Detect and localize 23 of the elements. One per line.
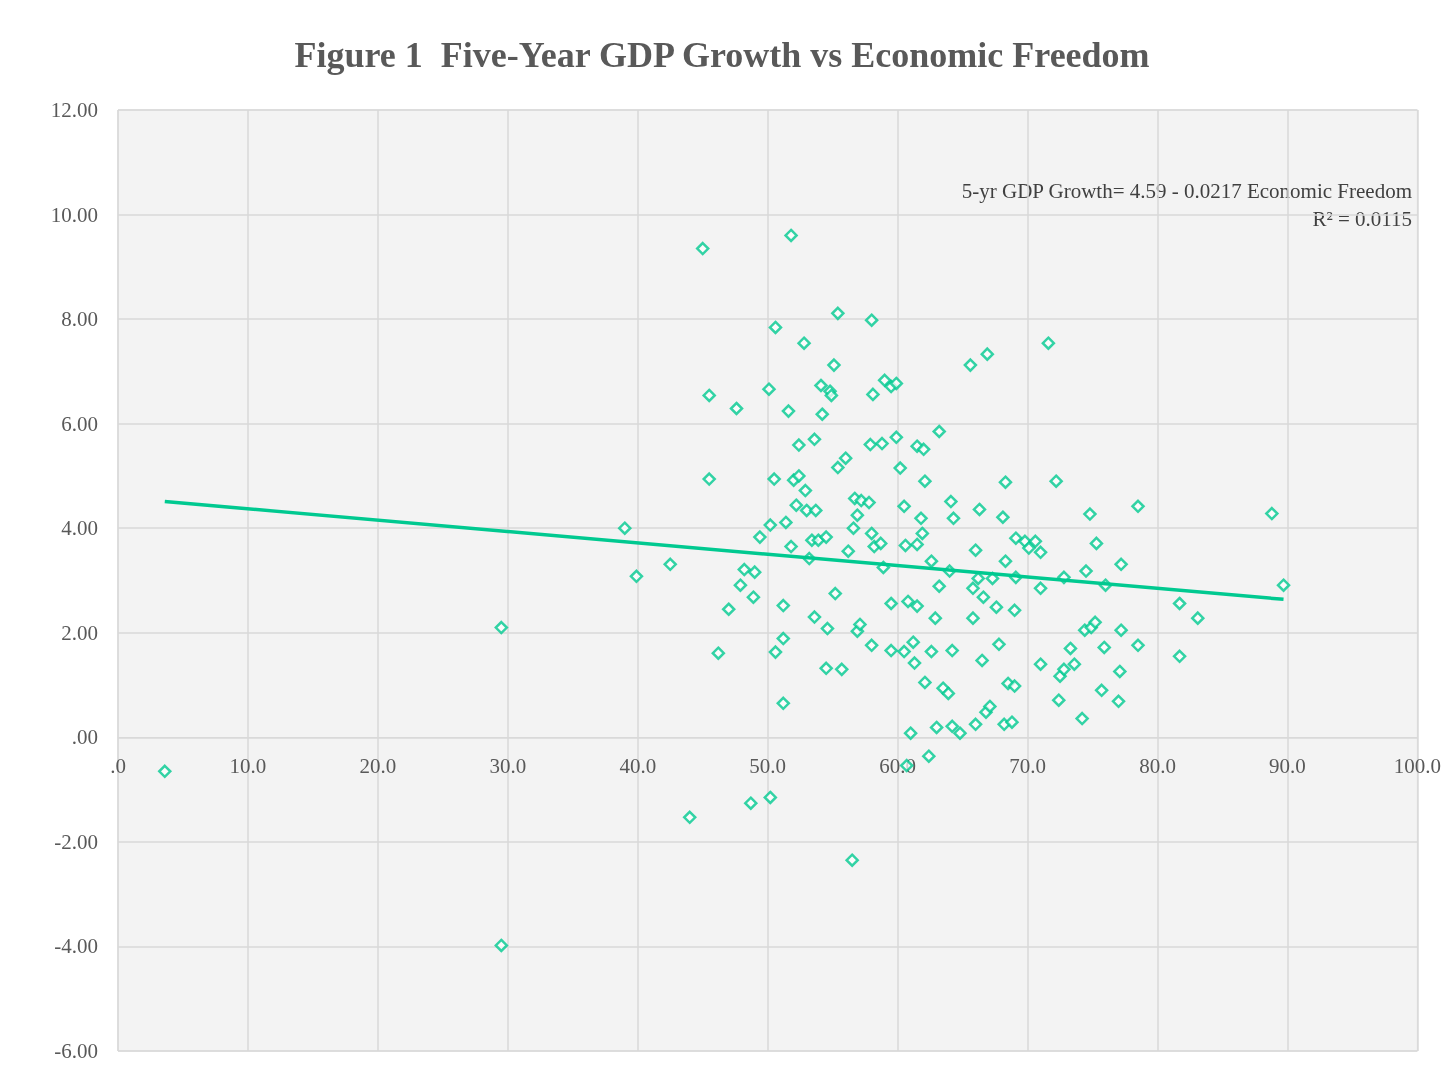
x-tick-label: 40.0 [619,753,657,778]
y-tick-label: 10.00 [50,202,98,227]
x-tick-label: 10.0 [229,753,267,778]
y-tick-label: 2.00 [61,620,98,645]
annotation: 5-yr GDP Growth= 4.59 - 0.0217 Economic Freedom [961,178,1412,203]
y-tick-label: -4.00 [54,934,98,959]
y-tick-label: .00 [71,725,98,750]
x-tick-label: .0 [110,753,126,778]
chart-title: Figure 1 Five-Year GDP Growth vs Economic Freedom [294,35,1150,75]
x-tick-label: 80.0 [1139,753,1176,778]
y-tick-label: -2.00 [54,829,98,854]
y-tick-label: 12.00 [50,98,98,122]
y-tick-label: -6.00 [54,1039,98,1063]
x-tick-label: 50.0 [749,753,787,778]
y-tick-label: 4.00 [61,516,98,541]
annotation: R² = 0.0115 [1312,206,1412,231]
y-tick-label: 6.00 [61,411,98,436]
y-tick-label: 8.00 [61,307,98,332]
x-tick-label: 20.0 [359,753,397,778]
x-tick-label: 90.0 [1269,753,1306,778]
x-tick-label: 70.0 [1009,753,1046,778]
x-tick-label: 30.0 [489,753,527,778]
x-tick-label: 100.0 [1393,753,1441,778]
